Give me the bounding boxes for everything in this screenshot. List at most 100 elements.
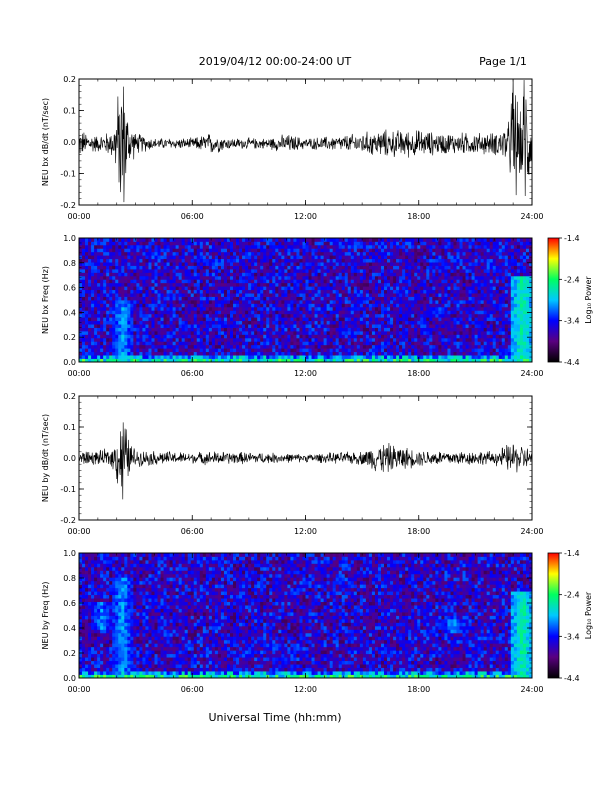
heatmap-cell	[353, 317, 358, 322]
heatmap-cell	[106, 258, 110, 263]
heatmap-cell	[320, 355, 325, 359]
heatmap-cell	[91, 355, 95, 359]
heatmap-cell	[121, 341, 125, 346]
heatmap-cell	[266, 248, 270, 253]
heatmap-cell	[187, 331, 192, 335]
heatmap-cell	[450, 282, 454, 287]
heatmap-cell	[187, 300, 192, 304]
heatmap-cell	[459, 289, 463, 294]
heatmap-cell	[254, 313, 258, 318]
heatmap-cell	[356, 258, 361, 263]
heatmap-cell	[130, 262, 134, 266]
heatmap-cell	[91, 269, 95, 273]
heatmap-cell	[169, 317, 174, 322]
heatmap-cell	[175, 248, 180, 253]
heatmap-cell	[157, 272, 161, 277]
heatmap-cell	[97, 296, 101, 301]
heatmap-cell	[411, 306, 415, 311]
heatmap-cell	[344, 251, 349, 256]
heatmap-cell	[384, 238, 388, 242]
heatmap-cell	[230, 265, 234, 270]
heatmap-cell	[178, 251, 183, 256]
heatmap-cell	[257, 327, 261, 332]
heatmap-cell	[390, 282, 394, 287]
heatmap-cell	[139, 282, 143, 287]
heatmap-cell	[384, 269, 388, 273]
heatmap-cell	[302, 282, 306, 287]
heatmap-cell	[453, 341, 457, 346]
heatmap-cell	[226, 251, 231, 256]
heatmap-cell	[359, 275, 364, 280]
heatmap-cell	[169, 282, 174, 287]
heatmap-cell	[226, 313, 231, 318]
heatmap-cell	[145, 355, 149, 359]
heatmap-cell	[302, 324, 306, 328]
heatmap-cell	[332, 241, 337, 246]
heatmap-cell	[199, 265, 204, 270]
heatmap-cell	[178, 334, 183, 339]
heatmap-cell	[100, 255, 104, 260]
heatmap-cell	[347, 303, 352, 308]
heatmap-cell	[362, 334, 367, 339]
heatmap-cell	[263, 341, 267, 346]
heatmap-cell	[471, 351, 476, 356]
heatmap-cell	[429, 296, 433, 301]
heatmap-cell	[100, 310, 104, 315]
heatmap-cell	[214, 310, 219, 315]
heatmap-cell	[417, 324, 421, 328]
heatmap-cell	[374, 296, 379, 301]
heatmap-cell	[326, 337, 331, 342]
heatmap-cell	[381, 355, 385, 359]
heatmap-cell	[311, 317, 315, 322]
heatmap-cell	[115, 334, 119, 339]
heatmap-cell	[169, 327, 174, 332]
heatmap-cell	[396, 272, 400, 277]
heatmap-cell	[269, 279, 273, 284]
heatmap-cell	[251, 351, 255, 356]
heatmap-cell	[435, 241, 439, 246]
heatmap-cell	[193, 248, 198, 253]
heatmap-cell	[106, 320, 110, 325]
heatmap-cell	[106, 310, 110, 315]
heatmap-cell	[411, 355, 415, 359]
heatmap-cell	[326, 300, 331, 304]
heatmap-cell	[287, 337, 291, 342]
heatmap-cell	[266, 272, 270, 277]
heatmap-cell	[326, 272, 331, 277]
heatmap-cell	[483, 351, 488, 356]
heatmap-cell	[387, 317, 391, 322]
heatmap-cell	[278, 310, 282, 315]
heatmap-cell	[368, 262, 373, 266]
heatmap-cell	[444, 313, 448, 318]
heatmap-cell	[405, 334, 409, 339]
heatmap-cell	[435, 341, 439, 346]
heatmap-cell	[251, 296, 255, 301]
heatmap-cell	[248, 244, 252, 249]
heatmap-cell	[269, 265, 273, 270]
heatmap-cell	[202, 262, 207, 266]
heatmap-cell	[248, 275, 252, 280]
heatmap-cell	[199, 327, 204, 332]
heatmap-cell	[139, 310, 143, 315]
heatmap-cell	[205, 331, 210, 335]
heatmap-cell	[299, 351, 303, 356]
heatmap-cell	[287, 358, 291, 362]
heatmap-cell	[338, 251, 343, 256]
heatmap-cell	[226, 303, 231, 308]
heatmap-cell	[223, 265, 228, 270]
heatmap-cell	[184, 286, 189, 291]
heatmap-cell	[483, 355, 488, 359]
heatmap-cell	[341, 310, 346, 315]
heatmap-cell	[112, 317, 116, 322]
heatmap-cell	[205, 296, 210, 301]
heatmap-cell	[145, 341, 149, 346]
heatmap-cell	[362, 344, 367, 349]
heatmap-cell	[459, 296, 463, 301]
heatmap-cell	[377, 238, 382, 242]
heatmap-cell	[106, 255, 110, 260]
heatmap-cell	[402, 286, 406, 291]
heatmap-cell	[335, 341, 340, 346]
heatmap-cell	[266, 310, 270, 315]
heatmap-cell	[390, 351, 394, 356]
heatmap-cell	[163, 358, 167, 362]
